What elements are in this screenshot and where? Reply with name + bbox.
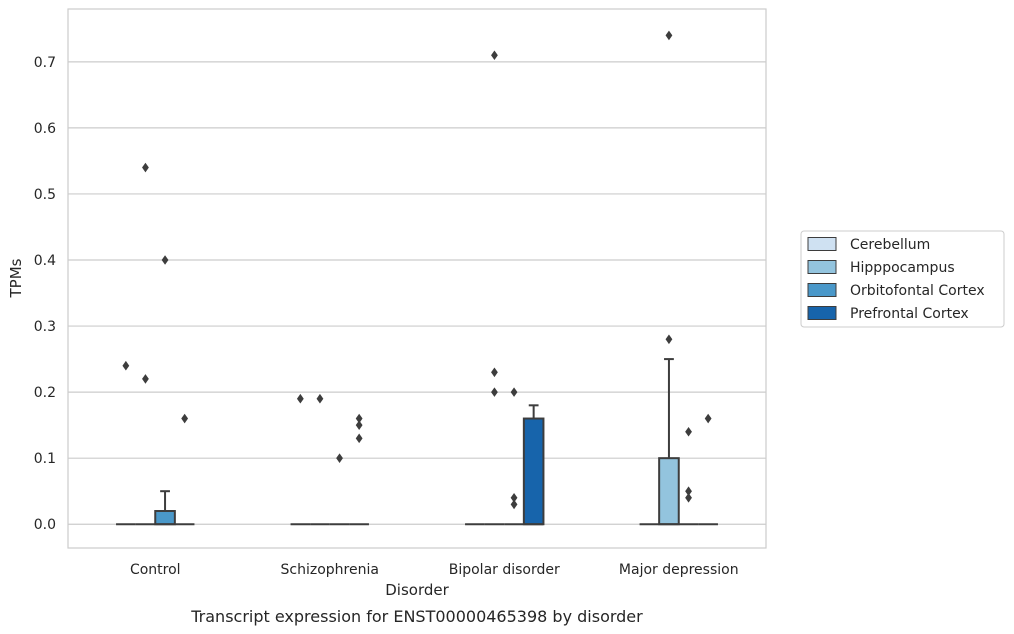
box (658, 457, 680, 526)
outlier-point (665, 30, 673, 41)
outlier-point (122, 360, 130, 371)
legend-label: Hipppocampus (850, 260, 955, 276)
x-axis-ticks: Control Schizophrenia Bipolar disorder Majo… (130, 562, 739, 578)
x-tick-label: Bipolar disorder (449, 562, 560, 578)
legend-items: Cerebellum Hipppocampus Orbitofontal Corte… (807, 237, 985, 322)
outlier-point (510, 492, 518, 503)
outlier-point (181, 413, 189, 424)
outlier-point (685, 486, 692, 496)
box-group (678, 426, 699, 526)
legend-label: Cerebellum (850, 237, 930, 253)
boxes (116, 30, 718, 526)
y-tick-label: 0.2 (34, 385, 56, 401)
box-group (658, 30, 680, 526)
legend-swatch (807, 237, 837, 251)
box-group (135, 162, 156, 526)
box-group (310, 393, 330, 526)
y-axis-label: TPMs (7, 258, 25, 298)
outlier-point (316, 393, 324, 404)
outlier-point (510, 499, 518, 510)
box-group (174, 413, 195, 526)
outlier-point (161, 255, 169, 265)
box (522, 417, 545, 526)
box-group (484, 50, 505, 526)
x-tick-label: Control (130, 562, 181, 578)
y-tick-label: 0.0 (34, 517, 56, 533)
box (154, 510, 176, 526)
outlier-point (685, 492, 692, 503)
box-group (522, 404, 545, 526)
x-axis-label: Disorder (385, 581, 449, 599)
outlier-point (355, 413, 363, 424)
gridlines (68, 61, 766, 525)
outlier-point (336, 453, 343, 463)
x-tick-label: Major depression (619, 562, 739, 578)
legend-swatch (807, 306, 837, 320)
y-tick-label: 0.5 (34, 187, 56, 203)
outlier-point (296, 393, 304, 404)
y-tick-label: 0.7 (34, 55, 56, 71)
outlier-point (491, 50, 498, 61)
box-group (290, 393, 311, 526)
y-tick-label: 0.4 (34, 253, 56, 269)
box-group (116, 360, 136, 526)
outlier-point (491, 367, 498, 378)
legend-label: Prefrontal Cortex (850, 306, 969, 322)
outlier-point (491, 387, 498, 397)
outlier-point (510, 387, 518, 397)
outlier-point (665, 334, 673, 345)
legend-frame (800, 230, 1005, 328)
legend-swatch (807, 260, 837, 274)
box-group (504, 387, 524, 526)
outlier-point (355, 420, 363, 430)
y-tick-label: 0.6 (34, 121, 56, 137)
outlier-point (355, 433, 363, 444)
legend: Cerebellum Hipppocampus Orbitofontal Corte… (800, 230, 1005, 328)
chart-caption: Transcript expression for ENST0000046539… (190, 607, 643, 626)
box-group (698, 413, 718, 526)
x-tick-label: Schizophrenia (281, 562, 379, 578)
box-group (154, 255, 176, 526)
outlier-point (685, 426, 692, 437)
y-tick-label: 0.3 (34, 319, 56, 335)
outlier-point (704, 413, 712, 424)
y-tick-label: 0.1 (34, 451, 56, 467)
outlier-point (142, 162, 149, 173)
legend-label: Orbitofontal Cortex (850, 283, 985, 299)
outlier-point (142, 374, 149, 384)
legend-swatch (807, 283, 837, 297)
box-group (349, 413, 369, 526)
y-axis-ticks: 0.0 0.1 0.2 0.3 0.4 0.5 0.6 0.7 (34, 55, 56, 533)
plot-frame (67, 8, 767, 549)
box-group (329, 453, 350, 526)
